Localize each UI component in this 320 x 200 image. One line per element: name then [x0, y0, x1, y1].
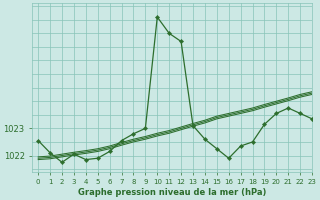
X-axis label: Graphe pression niveau de la mer (hPa): Graphe pression niveau de la mer (hPa) [78, 188, 266, 197]
